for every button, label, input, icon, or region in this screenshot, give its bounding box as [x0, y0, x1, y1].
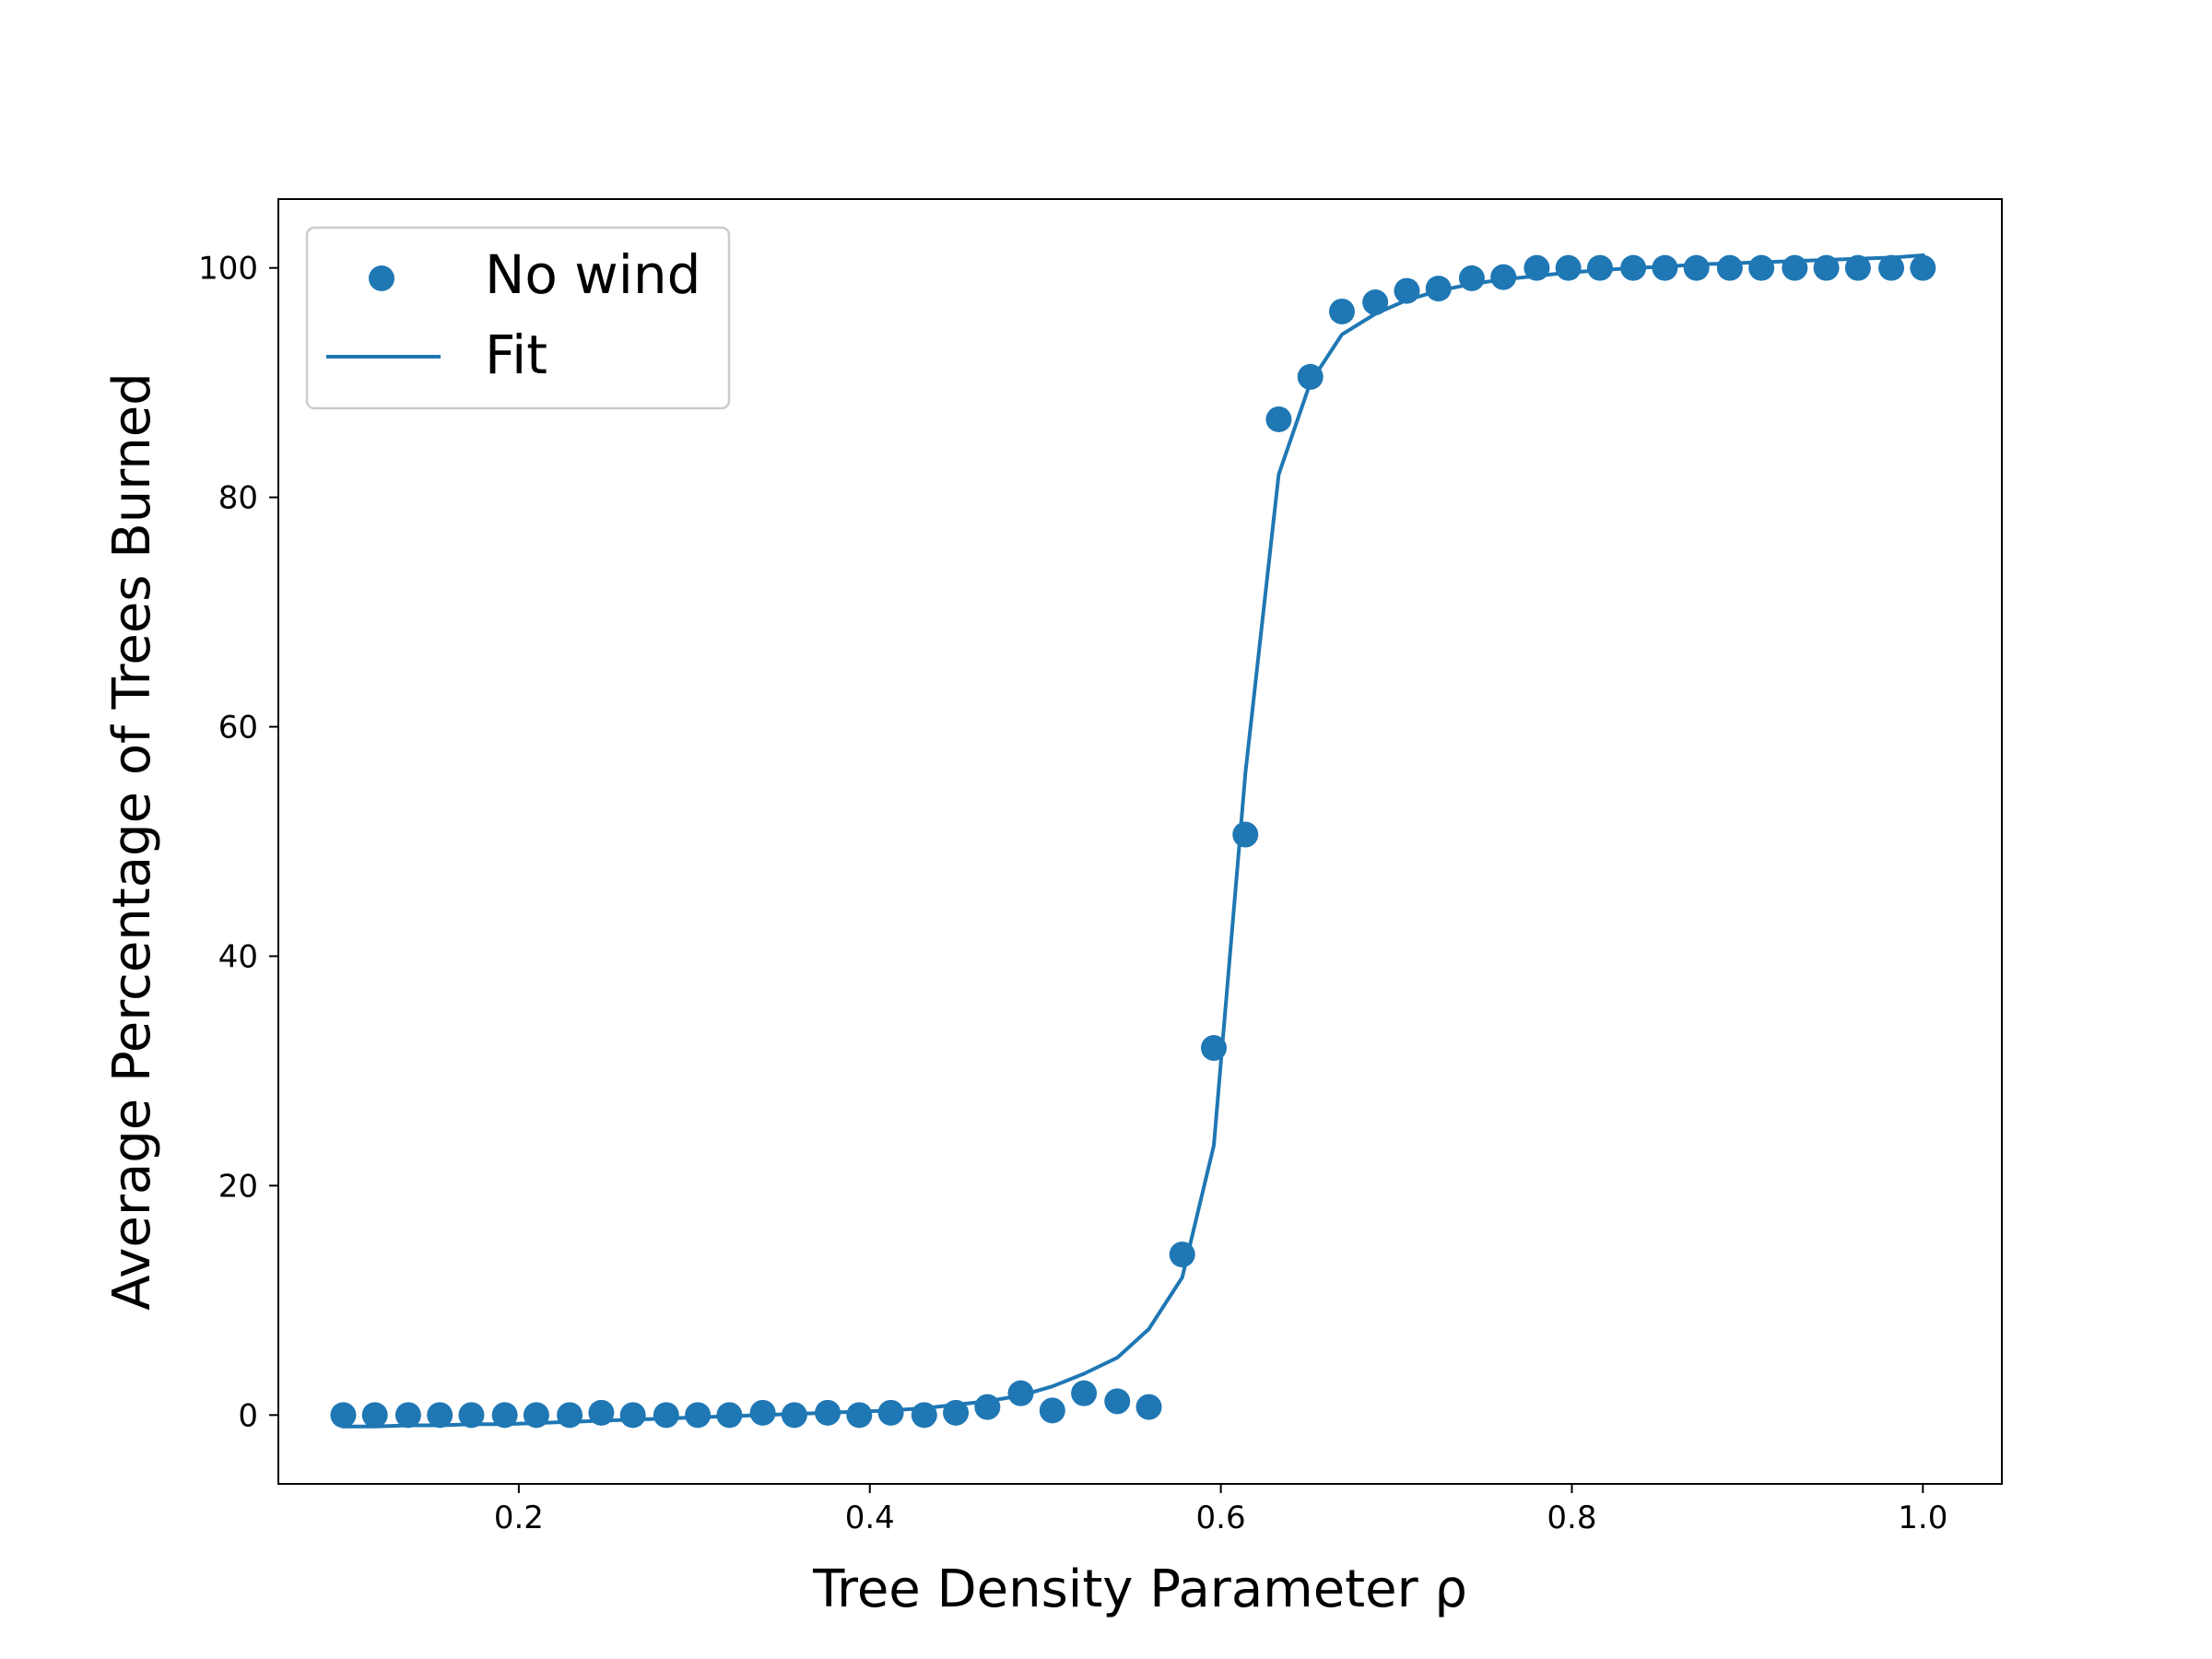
data-point-no-wind [1910, 254, 1936, 281]
data-point-no-wind [330, 1402, 357, 1429]
data-point-no-wind [685, 1402, 712, 1429]
x-tick-label: 1.0 [1898, 1500, 1947, 1536]
data-point-no-wind [1490, 264, 1517, 290]
data-point-no-wind [1362, 289, 1389, 316]
legend: No wind Fit [305, 226, 731, 410]
y-tick-label: 40 [218, 938, 258, 975]
y-tick-label: 60 [218, 710, 258, 747]
data-point-no-wind [1716, 254, 1743, 281]
data-point-no-wind [1104, 1388, 1131, 1415]
data-point-no-wind [1135, 1394, 1162, 1420]
data-point-no-wind [619, 1402, 646, 1429]
data-point-no-wind [877, 1399, 904, 1426]
x-tick-label: 0.6 [1196, 1500, 1246, 1536]
data-point-no-wind [653, 1402, 679, 1429]
data-point-no-wind [361, 1402, 388, 1429]
data-point-no-wind [846, 1402, 873, 1429]
x-tick-label: 0.4 [845, 1500, 895, 1536]
plot-area [278, 199, 2002, 1484]
legend-box [305, 226, 731, 410]
data-point-no-wind [394, 1402, 421, 1429]
data-point-no-wind [1039, 1397, 1065, 1424]
legend-label-fit: Fit [485, 324, 547, 386]
data-point-no-wind [1844, 254, 1871, 281]
data-layer [330, 253, 1936, 1429]
data-point-no-wind [1586, 254, 1613, 281]
data-point-no-wind [1748, 254, 1775, 281]
x-axis: 0.2 0.4 0.6 0.8 1.0 [494, 1484, 1947, 1536]
fit-line [341, 253, 1925, 1429]
data-point-no-wind [749, 1399, 776, 1426]
x-tick-label: 0.8 [1547, 1500, 1596, 1536]
data-point-no-wind [1007, 1380, 1034, 1406]
data-point-no-wind [1425, 276, 1452, 302]
data-point-no-wind [1328, 298, 1355, 324]
x-tick-label: 0.2 [494, 1500, 544, 1536]
y-axis: 0 20 40 60 80 100 [198, 251, 278, 1434]
legend-label-no-wind: No wind [485, 243, 700, 306]
data-point-no-wind [1071, 1380, 1098, 1406]
data-point-no-wind [427, 1402, 453, 1429]
data-point-no-wind [1683, 254, 1710, 281]
legend-marker-no-wind [369, 265, 394, 291]
data-point-no-wind [1555, 254, 1582, 281]
plot-frame [277, 198, 2003, 1485]
x-axis-label: Tree Density Parameter ρ [812, 1559, 1467, 1619]
y-tick-label: 0 [238, 1397, 258, 1434]
data-point-no-wind [458, 1402, 485, 1429]
data-point-no-wind [1878, 254, 1905, 281]
y-axis-label: Average Percentage of Trees Burned [102, 372, 162, 1310]
y-tick-label: 100 [198, 251, 258, 288]
data-point-no-wind [491, 1402, 518, 1429]
y-tick-label: 80 [218, 480, 258, 517]
data-point-no-wind [1265, 406, 1292, 432]
y-tick-label: 20 [218, 1168, 258, 1205]
data-point-no-wind [1232, 821, 1259, 848]
